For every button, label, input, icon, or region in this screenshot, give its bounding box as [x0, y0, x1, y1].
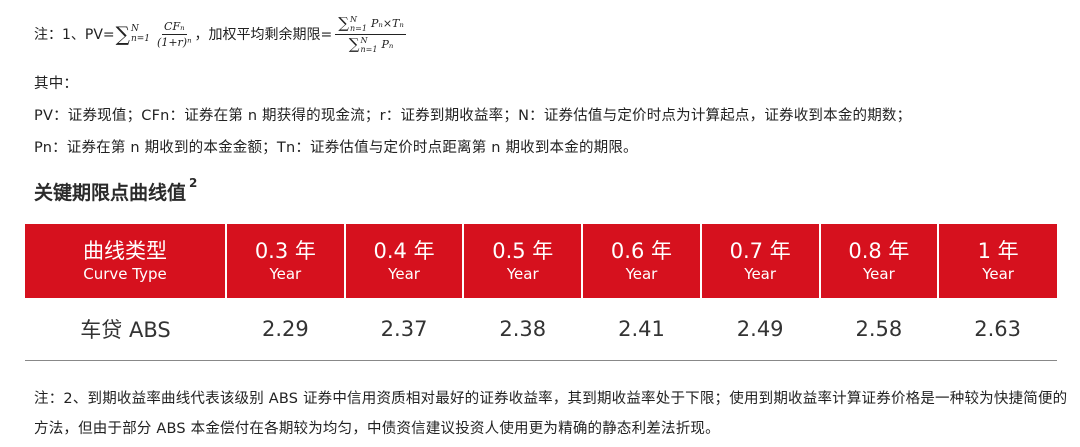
wal-sum-symbol-bottom: ∑ [348, 35, 360, 53]
header-tenor-en: Year [862, 265, 895, 283]
pv-denominator: (1+r)ⁿ [157, 35, 192, 49]
header-tenor-en: Year [625, 265, 658, 283]
table-cell: 2.63 [938, 298, 1057, 361]
header-curve-type-en: Curve Type [83, 265, 167, 283]
header-tenor: 0.3 年 Year [225, 224, 345, 298]
wal-sum-symbol-top: ∑ [338, 14, 349, 32]
table-cell: 2.49 [700, 298, 820, 361]
wal-sum-limits-bottom: N n=1 [361, 36, 378, 54]
wal-denominator-wrap: ∑ N n=1 Pₙ [348, 35, 394, 54]
table-cell: 2.41 [582, 298, 701, 361]
header-tenor-en: Year [388, 265, 420, 283]
table-cell: 2.37 [344, 298, 464, 361]
note-among: 其中： [34, 76, 79, 92]
header-curve-type-zh: 曲线类型 [83, 239, 167, 263]
header-tenor-en: Year [982, 265, 1014, 283]
wal-sum-limits-top: N n=1 [350, 15, 367, 33]
header-tenor: 1 年 Year [937, 224, 1057, 298]
row-label: 车贷 ABS [25, 298, 226, 361]
table-cell: 2.38 [463, 298, 583, 361]
header-tenor-zh: 0.3 年 [254, 239, 316, 263]
wal-numerator: Pₙ×Tₙ [370, 17, 404, 30]
sum-symbol: ∑ [115, 22, 130, 46]
sum-limits: N n=1 [131, 24, 150, 44]
header-tenor-zh: 0.8 年 [848, 239, 910, 263]
header-tenor: 0.7 年 Year [699, 224, 820, 298]
table-cell: 2.58 [819, 298, 939, 361]
section-title-text: 关键期限点曲线值 [34, 182, 187, 204]
wal-fraction: ∑ N n=1 Pₙ×Tₙ ∑ N n=1 Pₙ [335, 15, 406, 54]
wal-denominator: Pₙ [381, 38, 394, 51]
wal-sum-lower-bottom: n=1 [360, 44, 378, 54]
section-title: 关键期限点曲线值 2 [34, 176, 198, 205]
pv-fraction: CFₙ (1+r)ⁿ [157, 20, 192, 49]
wal-sum-upper-top: N [350, 14, 357, 24]
header-tenor-zh: 0.5 年 [492, 239, 554, 263]
header-tenor-en: Year [744, 265, 777, 283]
footnote: 注：2、到期收益率曲线代表该级别 ABS 证券中信用资质相对最好的证券收益率，其… [34, 391, 1068, 437]
table-row: 车贷 ABS 2.29 2.37 2.38 2.41 2.49 2.58 2.6… [25, 298, 1057, 361]
header-tenor-zh: 0.4 年 [373, 239, 435, 263]
formula-prefix: 注：1、PV= [34, 27, 115, 43]
header-tenor: 0.6 年 Year [581, 224, 701, 298]
curve-table: 曲线类型 Curve Type 0.3 年 Year 0.4 年 Year 0.5 … [25, 224, 1057, 361]
header-tenor: 0.5 年 Year [462, 224, 583, 298]
header-tenor-zh: 1 年 [977, 239, 1019, 263]
pv-numerator: CFₙ [162, 19, 187, 35]
header-tenor-zh: 0.7 年 [729, 239, 791, 263]
wal-numerator-wrap: ∑ N n=1 Pₙ×Tₙ [335, 15, 406, 35]
header-tenor: 0.8 年 Year [818, 224, 939, 298]
sum-upper-limit: N [130, 24, 139, 34]
formula-line: 注：1、PV= ∑ N n=1 CFₙ (1+r)ⁿ ，加权平均剩余期限= ∑ … [34, 10, 409, 58]
header-tenor-en: Year [506, 265, 539, 283]
note-definitions-2: Pn：证券在第 n 期收到的本金金额；Tn：证券估值与定价时点距离第 n 期收到… [34, 140, 638, 156]
note-definitions-1: PV：证券现值；CFn：证券在第 n 期获得的现金流；r：证券到期收益率；N：证… [34, 108, 912, 124]
header-curve-type: 曲线类型 Curve Type [25, 224, 226, 298]
section-title-superscript: 2 [189, 176, 198, 190]
wal-sum-lower-top: n=1 [350, 23, 367, 33]
table-header-row: 曲线类型 Curve Type 0.3 年 Year 0.4 年 Year 0.5 … [25, 224, 1057, 298]
sum-lower-limit: n=1 [130, 34, 151, 44]
header-tenor-zh: 0.6 年 [610, 239, 672, 263]
formula-separator: ，加权平均剩余期限= [194, 27, 333, 43]
wal-sum-upper-bottom: N [360, 35, 368, 45]
header-tenor-en: Year [269, 265, 302, 283]
header-tenor: 0.4 年 Year [343, 224, 464, 298]
table-cell: 2.29 [226, 298, 345, 361]
